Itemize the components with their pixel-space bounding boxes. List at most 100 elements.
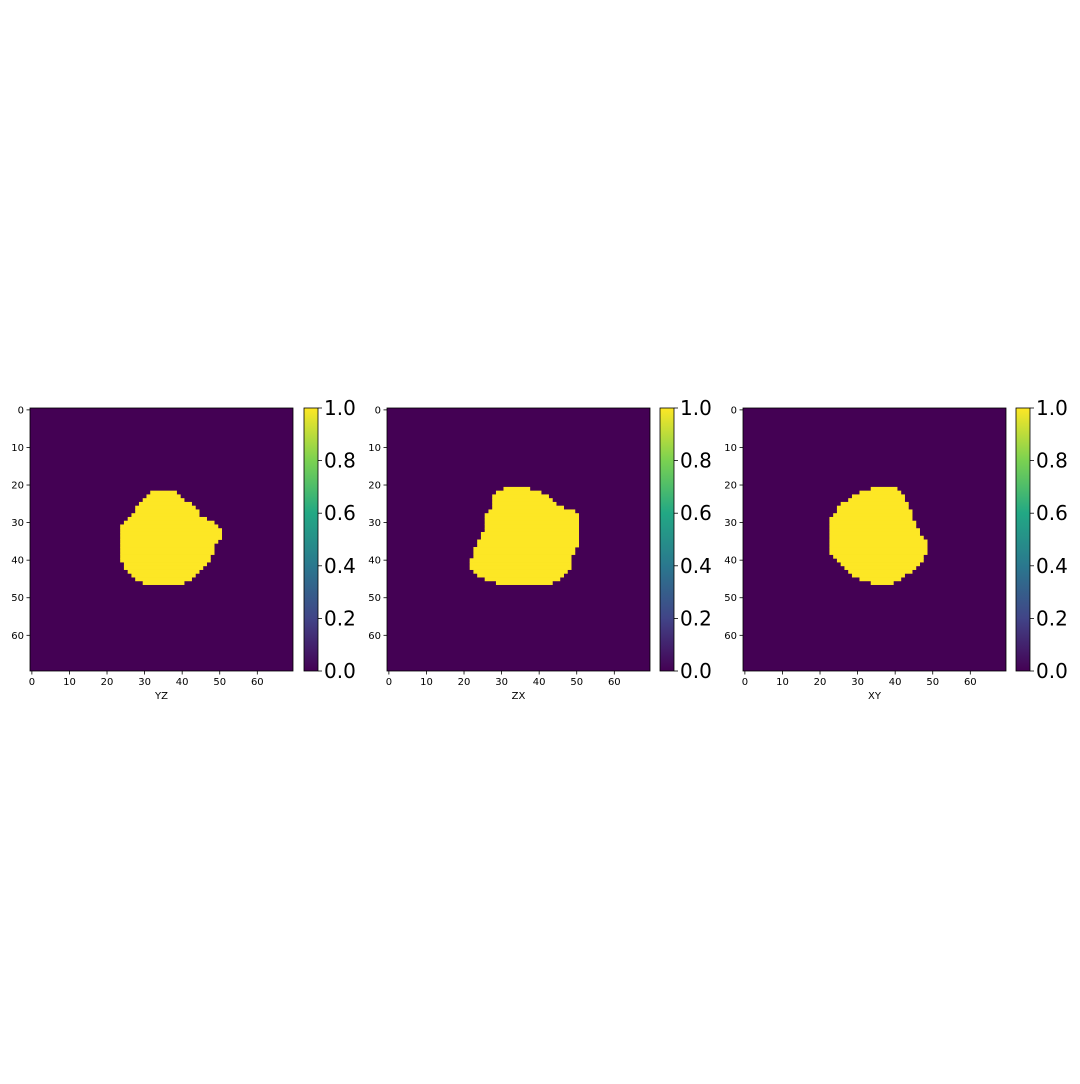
heatmap-cell-row <box>484 577 561 582</box>
heatmap-cell-row <box>492 494 549 499</box>
y-tick-label: 20 <box>11 481 24 492</box>
x-tick-label: 50 <box>926 677 939 688</box>
heatmap-cell-row <box>120 524 219 529</box>
colorbar: 0.0 0.2 0.4 0.6 0.8 1.0 <box>303 396 356 683</box>
heatmap-cell-row <box>138 501 192 507</box>
heatmap-cell-row <box>150 490 177 495</box>
colorbar-tick-label: 0.8 <box>1036 449 1068 473</box>
colorbar-tick-label: 0.4 <box>680 554 712 578</box>
heatmap-cell-row <box>131 573 196 578</box>
colorbar-tick-label: 0.2 <box>680 606 712 630</box>
y-tick-label: 60 <box>368 631 381 642</box>
colorbar-gradient <box>1015 407 1031 672</box>
y-tick-label: 10 <box>368 443 381 454</box>
heatmap-cell-row <box>840 501 909 507</box>
heatmap-cell-row <box>492 498 553 503</box>
y-tick-label: 30 <box>11 518 24 529</box>
colorbar-tick-label: 1.0 <box>1036 396 1068 420</box>
x-tick-label: 0 <box>386 677 392 688</box>
plot-frame <box>742 407 1007 672</box>
y-tick-label: 60 <box>11 631 24 642</box>
heatmap-cell-row <box>495 490 542 495</box>
y-tick-label: 0 <box>375 405 381 416</box>
plot-frame <box>386 407 651 672</box>
heatmap-cell-row <box>503 486 531 492</box>
heatmap-cell-row <box>469 558 572 563</box>
y-tick-label: 50 <box>368 593 381 604</box>
heatmap-cell-row <box>142 498 185 503</box>
heatmap-cell-row <box>120 528 223 533</box>
heatmap-cell-row <box>469 562 572 567</box>
heatmap-cell-row <box>836 505 909 510</box>
y-tick-label: 0 <box>18 405 24 416</box>
colorbar-tick-label: 0.6 <box>324 501 356 525</box>
heatmap-cell-row <box>484 513 580 518</box>
heatmap-cell-row <box>870 486 898 492</box>
heatmap-cell-row <box>851 573 905 578</box>
x-tick-label: 40 <box>889 677 902 688</box>
heatmap-cell-row <box>833 554 924 559</box>
x-tick-label: 60 <box>608 677 621 688</box>
colorbar-gradient <box>659 407 675 672</box>
heatmap-cell-row <box>829 539 928 544</box>
y-tick-label: 0 <box>731 405 737 416</box>
x-tick-label: 30 <box>138 677 151 688</box>
heatmap-cell-row <box>142 580 185 585</box>
y-tick-label: 40 <box>724 556 737 567</box>
heatmap-cell-row <box>120 550 215 555</box>
heatmap-cell-row <box>829 543 928 548</box>
heatmap-cell-row <box>120 539 219 544</box>
colorbar-tick-label: 0.6 <box>1036 501 1068 525</box>
heatmap-cell-row <box>131 513 200 518</box>
heatmap-cell-row <box>120 558 211 563</box>
heatmap-cell-row <box>473 554 572 559</box>
colorbar-gradient <box>303 407 319 672</box>
heatmap-cell-row <box>836 509 913 514</box>
colorbar-tick-label: 0.0 <box>680 659 712 683</box>
heatmap-cell-row <box>859 577 902 582</box>
heatmap-cell-row <box>829 516 913 522</box>
x-tick-label: 20 <box>101 677 114 688</box>
x-tick-label: 10 <box>420 677 433 688</box>
x-tick-label: 20 <box>814 677 827 688</box>
colorbar-tick-label: 0.4 <box>324 554 356 578</box>
heatmap-cell-row <box>127 569 200 574</box>
x-axis-label: YZ <box>154 691 168 702</box>
x-tick-label: 50 <box>570 677 583 688</box>
y-tick-label: 40 <box>11 556 24 567</box>
x-tick-label: 0 <box>29 677 35 688</box>
x-tick-label: 40 <box>176 677 189 688</box>
heatmap-cell-row <box>473 547 576 552</box>
heatmap-cell-row <box>484 524 580 529</box>
y-tick-label: 10 <box>11 443 24 454</box>
y-tick-label: 20 <box>724 481 737 492</box>
panel-xy: 0 10 20 30 40 50 60 0 10 20 30 40 50 60 XY 0.0 0.2 0.4 0.6… <box>724 396 1068 702</box>
y-tick-label: 20 <box>368 481 381 492</box>
colorbar-tick-label: 0.8 <box>324 449 356 473</box>
y-tick-label: 30 <box>724 518 737 529</box>
heatmap-cell-row <box>120 535 223 540</box>
heatmap-cell-row <box>135 577 192 582</box>
x-axis-label: XY <box>868 691 882 702</box>
colorbar-tick-label: 0.2 <box>324 606 356 630</box>
heatmap-cell-row <box>477 539 580 544</box>
heatmap-cell-row <box>495 580 553 585</box>
colorbar-tick-label: 1.0 <box>324 396 356 420</box>
heatmap-cell-row <box>484 520 580 525</box>
x-tick-label: 40 <box>533 677 546 688</box>
y-tick-label: 10 <box>724 443 737 454</box>
panel-yz: 0 10 20 30 40 50 60 0 10 20 30 40 50 60 YZ 0.0 0.2 0.4 0.6… <box>11 396 356 702</box>
heatmap-cell-row <box>127 516 207 522</box>
x-axis-label: ZX <box>512 691 526 702</box>
heatmap-cell-row <box>870 580 894 585</box>
colorbar-tick-label: 0.2 <box>1036 606 1068 630</box>
heatmap-cell-row <box>123 520 215 525</box>
heatmap-cell-row <box>484 516 580 522</box>
x-tick-label: 60 <box>964 677 977 688</box>
x-tick-label: 10 <box>776 677 789 688</box>
heatmap-cell-row <box>477 573 564 578</box>
heatmap-cell-row <box>469 565 572 570</box>
colorbar-tick-label: 0.6 <box>680 501 712 525</box>
